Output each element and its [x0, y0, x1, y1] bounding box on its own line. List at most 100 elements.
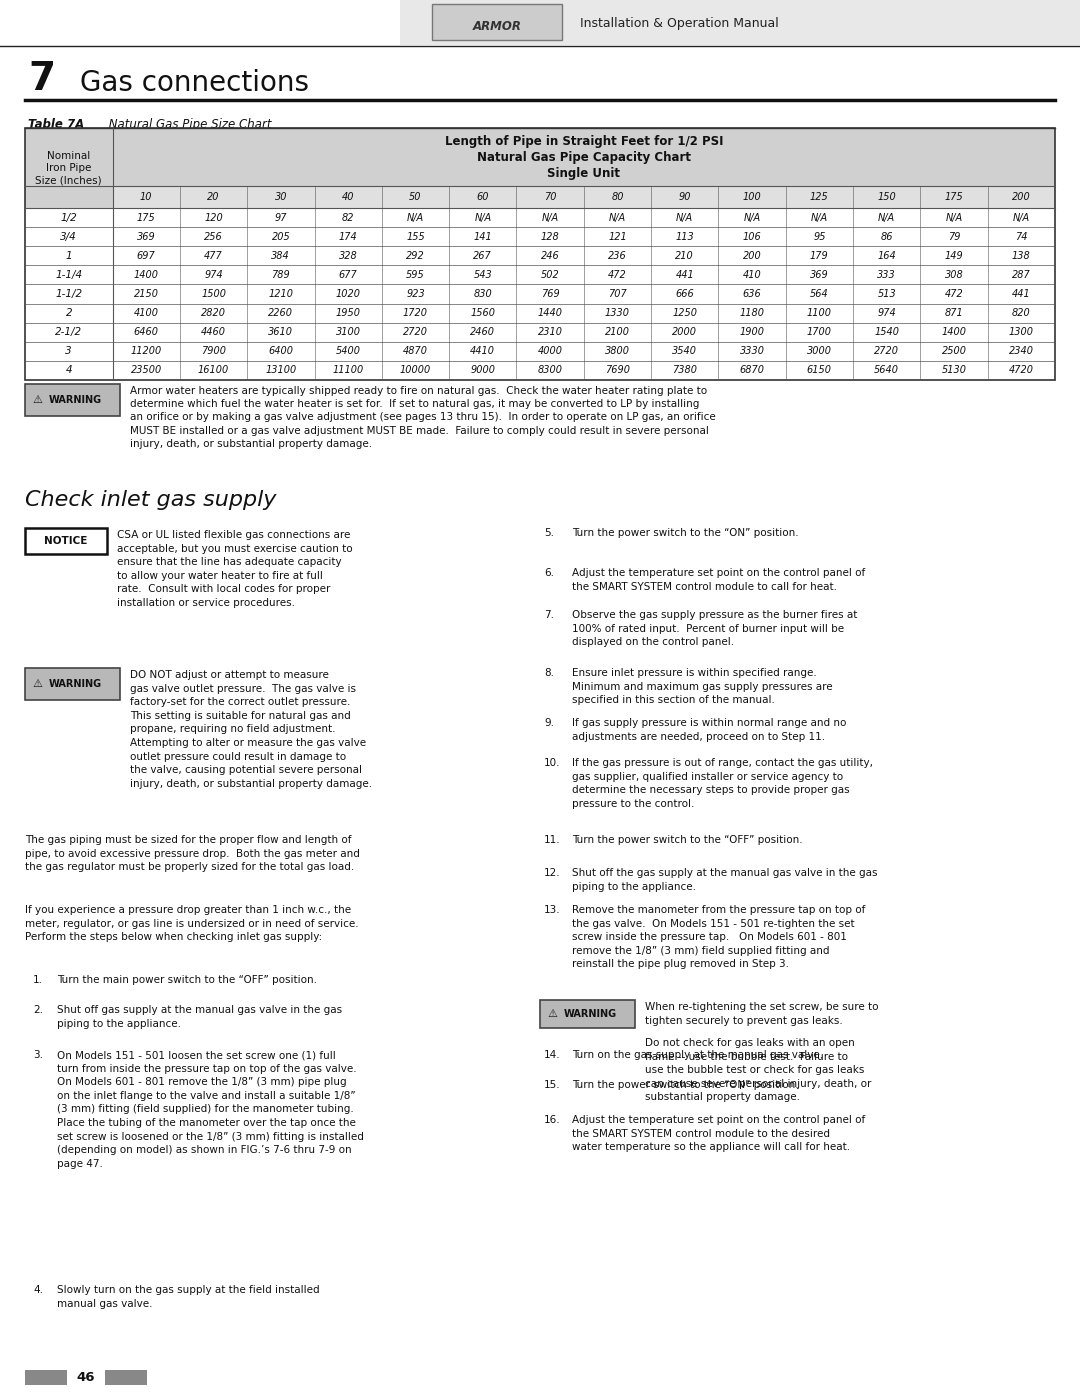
Text: 175: 175: [137, 212, 156, 222]
Text: 2500: 2500: [942, 346, 967, 356]
Text: 80: 80: [611, 191, 623, 203]
Text: 200: 200: [1012, 191, 1030, 203]
Text: 4: 4: [66, 366, 72, 376]
Text: NOTICE: NOTICE: [44, 536, 87, 546]
Text: 3330: 3330: [740, 346, 765, 356]
Text: 4870: 4870: [403, 346, 428, 356]
Text: 2000: 2000: [672, 327, 698, 337]
Text: 210: 210: [675, 251, 694, 261]
Text: 5400: 5400: [336, 346, 361, 356]
Text: 16.: 16.: [544, 1115, 561, 1125]
Text: N/A: N/A: [878, 212, 895, 222]
Text: N/A: N/A: [407, 212, 424, 222]
Text: 23500: 23500: [131, 366, 162, 376]
Text: 12.: 12.: [544, 868, 561, 877]
Text: Shut off the gas supply at the manual gas valve in the gas
piping to the applian: Shut off the gas supply at the manual ga…: [572, 868, 877, 891]
Text: 6460: 6460: [134, 327, 159, 337]
Text: 7: 7: [28, 60, 55, 98]
Text: N/A: N/A: [1013, 212, 1030, 222]
Text: 769: 769: [541, 289, 559, 299]
Text: 13100: 13100: [266, 366, 297, 376]
Text: 1100: 1100: [807, 309, 832, 319]
Text: 10000: 10000: [400, 366, 431, 376]
Text: 97: 97: [274, 212, 287, 222]
Bar: [112, 186, 1055, 208]
Text: 1560: 1560: [470, 309, 496, 319]
Text: 1500: 1500: [201, 289, 226, 299]
Text: 2340: 2340: [1009, 346, 1034, 356]
Text: 30: 30: [274, 191, 287, 203]
Text: 205: 205: [271, 232, 291, 242]
Text: 410: 410: [743, 270, 761, 279]
Text: 13.: 13.: [544, 905, 561, 915]
Text: 477: 477: [204, 251, 222, 261]
Text: 441: 441: [675, 270, 694, 279]
Text: 86: 86: [880, 232, 893, 242]
Text: 5130: 5130: [942, 366, 967, 376]
Text: 974: 974: [877, 309, 896, 319]
Text: 513: 513: [877, 289, 896, 299]
Text: 8.: 8.: [544, 668, 554, 678]
Text: N/A: N/A: [541, 212, 558, 222]
Text: 1720: 1720: [403, 309, 428, 319]
Text: Turn the power switch to the “OFF” position.: Turn the power switch to the “OFF” posit…: [572, 835, 802, 845]
Text: 7.: 7.: [544, 610, 554, 620]
Text: 106: 106: [743, 232, 761, 242]
Text: 200: 200: [743, 251, 761, 261]
Text: 2460: 2460: [470, 327, 496, 337]
Text: 1700: 1700: [807, 327, 832, 337]
Text: Length of Pipe in Straight Feet for 1/2 PSI: Length of Pipe in Straight Feet for 1/2 …: [445, 134, 723, 148]
Text: N/A: N/A: [945, 212, 962, 222]
Bar: [400, 0, 1080, 45]
Text: 113: 113: [675, 232, 694, 242]
Bar: [25, 528, 107, 555]
Text: 100: 100: [743, 191, 761, 203]
Text: 2: 2: [66, 309, 72, 319]
Text: 150: 150: [877, 191, 896, 203]
Text: 4720: 4720: [1009, 366, 1034, 376]
Text: 707: 707: [608, 289, 626, 299]
Text: 3100: 3100: [336, 327, 361, 337]
Text: 95: 95: [813, 232, 825, 242]
Text: 4000: 4000: [538, 346, 563, 356]
Text: 1300: 1300: [1009, 327, 1034, 337]
Text: 3610: 3610: [268, 327, 294, 337]
Text: 9.: 9.: [544, 718, 554, 728]
Text: 1250: 1250: [672, 309, 698, 319]
Text: 4460: 4460: [201, 327, 226, 337]
Text: 292: 292: [406, 251, 424, 261]
Text: 4.: 4.: [33, 1285, 43, 1295]
Text: Gas connections: Gas connections: [80, 68, 309, 96]
Text: N/A: N/A: [609, 212, 626, 222]
Text: Shut off gas supply at the manual gas valve in the gas
piping to the appliance.: Shut off gas supply at the manual gas va…: [57, 1004, 342, 1028]
Text: WARNING: WARNING: [564, 1009, 617, 1018]
Text: 155: 155: [406, 232, 424, 242]
Text: 138: 138: [1012, 251, 1030, 261]
Text: Table 7A: Table 7A: [28, 117, 84, 131]
Text: Do not check for gas leaks with an open
flame -- use the bubble test.  Failure t: Do not check for gas leaks with an open …: [645, 1038, 872, 1102]
Text: 149: 149: [945, 251, 963, 261]
Text: Ensure inlet pressure is within specified range.
Minimum and maximum gas supply : Ensure inlet pressure is within specifie…: [572, 668, 833, 705]
Text: 9000: 9000: [470, 366, 496, 376]
Text: 120: 120: [204, 212, 222, 222]
Text: The gas piping must be sized for the proper flow and length of
pipe, to avoid ex: The gas piping must be sized for the pro…: [25, 835, 360, 872]
Text: 636: 636: [743, 289, 761, 299]
Text: 564: 564: [810, 289, 828, 299]
Text: 1330: 1330: [605, 309, 630, 319]
Text: 1440: 1440: [538, 309, 563, 319]
Text: 40: 40: [342, 191, 354, 203]
Text: 82: 82: [342, 212, 354, 222]
Text: 7380: 7380: [672, 366, 698, 376]
Text: 543: 543: [473, 270, 492, 279]
Text: 2.: 2.: [33, 1004, 43, 1016]
Bar: [25, 129, 112, 208]
Text: 308: 308: [945, 270, 963, 279]
Bar: [25, 129, 1055, 380]
Text: N/A: N/A: [811, 212, 828, 222]
Text: Nominal
Iron Pipe
Size (Inches): Nominal Iron Pipe Size (Inches): [36, 151, 103, 186]
Text: Check inlet gas supply: Check inlet gas supply: [25, 490, 276, 510]
Text: 11100: 11100: [333, 366, 364, 376]
Bar: [25, 668, 120, 700]
Text: Natural Gas Pipe Size Chart: Natural Gas Pipe Size Chart: [105, 117, 271, 131]
Text: 472: 472: [945, 289, 963, 299]
